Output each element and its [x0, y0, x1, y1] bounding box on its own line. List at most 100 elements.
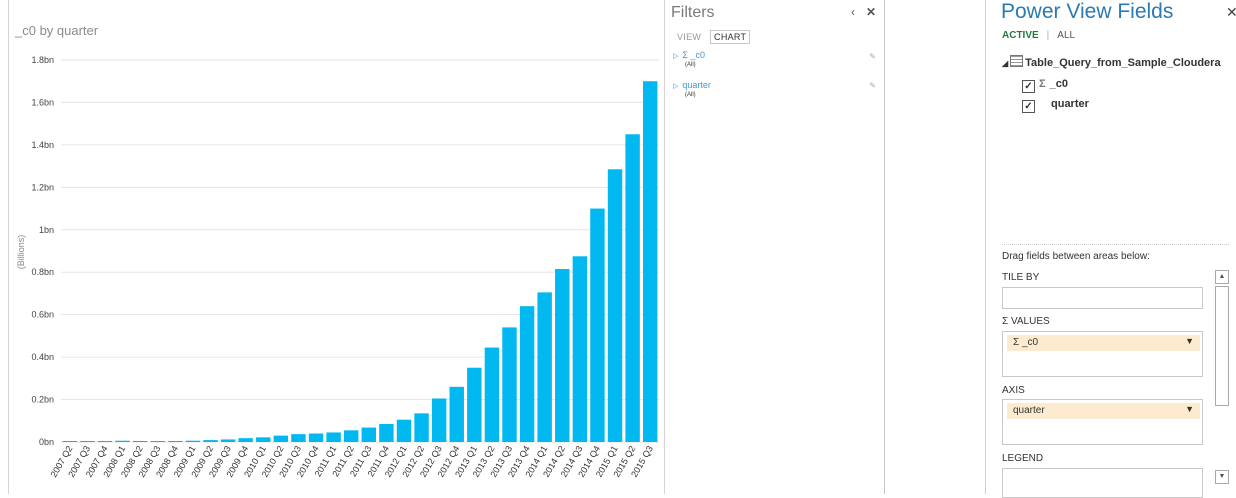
close-icon[interactable]: ✕	[1226, 4, 1236, 20]
bar[interactable]	[607, 169, 623, 443]
bar[interactable]	[396, 419, 412, 442]
bar[interactable]	[519, 306, 535, 442]
y-tick-label: 1bn	[39, 225, 54, 235]
clear-filter-icon[interactable]: ✎	[869, 52, 876, 61]
bar[interactable]	[625, 134, 640, 442]
y-tick-label: 0.6bn	[31, 310, 54, 320]
drag-hint: Drag fields between areas below:	[1002, 251, 1150, 262]
bar[interactable]	[590, 208, 605, 442]
tile-by-label: TILE BY	[1002, 272, 1040, 283]
tab-separator: |	[1046, 30, 1050, 41]
legend-dropzone[interactable]	[1002, 468, 1203, 498]
bar[interactable]	[361, 427, 377, 442]
scroll-thumb[interactable]	[1215, 286, 1229, 406]
values-field-pill[interactable]: Σ _c0 ▼	[1007, 335, 1200, 351]
chevron-left-icon[interactable]: ‹	[851, 5, 855, 19]
bar[interactable]	[256, 437, 271, 442]
values-dropzone[interactable]: Σ _c0 ▼	[1002, 331, 1203, 377]
bar[interactable]	[555, 269, 570, 442]
table-icon	[1010, 55, 1024, 67]
checkbox[interactable]: ✓	[1022, 80, 1035, 93]
bar[interactable]	[150, 441, 165, 442]
scroll-down-arrow-icon[interactable]: ▼	[1215, 470, 1229, 484]
fields-pane-title: Power View Fields	[1001, 0, 1174, 23]
tab-all[interactable]: ALL	[1057, 30, 1076, 41]
filters-title: Filters	[671, 4, 715, 21]
scroll-up-arrow-icon[interactable]: ▲	[1215, 270, 1229, 284]
sigma-icon: Σ	[1039, 78, 1046, 90]
field-row-quarter[interactable]: ✓ quarter	[1022, 98, 1089, 113]
y-tick-label: 0.2bn	[31, 395, 54, 405]
divider	[1002, 244, 1229, 245]
filter-value: (All)	[685, 62, 696, 68]
bar[interactable]	[220, 439, 236, 442]
dropdown-arrow-icon[interactable]: ▼	[1185, 404, 1194, 414]
axis-dropzone[interactable]: quarter ▼	[1002, 399, 1203, 445]
filter-item-quarter[interactable]: ▷ quarter (All)	[673, 80, 711, 98]
values-label: Σ VALUES	[1002, 316, 1050, 327]
bar[interactable]	[642, 81, 658, 442]
close-icon[interactable]: ✕	[866, 5, 877, 19]
chart-title: _c0 by quarter	[15, 23, 99, 38]
filter-item-c0[interactable]: ▷ Σ _c0 (All)	[673, 50, 705, 68]
y-tick-label: 1.4bn	[31, 140, 54, 150]
bar[interactable]	[484, 347, 500, 442]
bar[interactable]	[185, 440, 201, 442]
bar[interactable]	[502, 327, 517, 442]
bar[interactable]	[203, 440, 218, 442]
filters-tab-view[interactable]: VIEW	[677, 32, 702, 42]
bar[interactable]	[132, 441, 148, 442]
bar[interactable]	[308, 433, 324, 442]
expand-icon[interactable]: ▷	[673, 83, 679, 90]
bar[interactable]	[291, 434, 306, 442]
y-tick-label: 1.2bn	[31, 182, 54, 192]
bar[interactable]	[449, 386, 464, 442]
field-row-c0[interactable]: ✓ Σ _c0	[1022, 78, 1068, 93]
bar[interactable]	[62, 441, 78, 442]
filters-tabs: VIEW CHART	[674, 30, 751, 44]
bar[interactable]	[431, 398, 447, 442]
dropdown-arrow-icon[interactable]: ▼	[1185, 336, 1194, 346]
bar[interactable]	[414, 413, 429, 442]
bar[interactable]	[467, 367, 482, 442]
bar[interactable]	[572, 256, 588, 442]
power-view-fields-pane: Power View Fields ✕ ACTIVE | ALL ◢ Table_Qu…	[985, 0, 1236, 498]
bar[interactable]	[115, 440, 130, 442]
y-tick-label: 0.8bn	[31, 267, 54, 277]
bar[interactable]	[97, 441, 113, 442]
table-name: Table_Query_from_Sample_Cloudera	[1025, 57, 1221, 69]
legend-label: LEGEND	[1002, 453, 1044, 464]
filters-tab-chart[interactable]: CHART	[710, 30, 751, 44]
expand-icon[interactable]: ▷	[673, 53, 679, 60]
pill-label: quarter	[1013, 405, 1045, 416]
filter-value: (All)	[685, 92, 696, 98]
collapse-triangle-icon[interactable]: ◢	[1002, 59, 1009, 68]
scrollbar[interactable]: ▲ ▼	[1215, 270, 1229, 490]
y-tick-label: 1.6bn	[31, 97, 54, 107]
bar-chart[interactable]: 0bn 0.2bn 0.4bn 0.6bn 0.8bn 1bn 1.2bn 1.4bn 1.6b…	[9, 0, 666, 494]
fields-tabs: ACTIVE | ALL	[1002, 30, 1075, 41]
tab-active[interactable]: ACTIVE	[1002, 30, 1039, 41]
field-label: _c0	[1049, 78, 1068, 90]
bar[interactable]	[343, 430, 359, 442]
bar[interactable]	[168, 441, 183, 442]
y-tick-label: 0.4bn	[31, 352, 54, 362]
axis-label: AXIS	[1002, 385, 1025, 396]
axis-field-pill[interactable]: quarter ▼	[1007, 403, 1200, 419]
bar[interactable]	[238, 438, 253, 442]
y-tick-label: 1.8bn	[31, 55, 54, 65]
bar[interactable]	[537, 292, 552, 442]
bar[interactable]	[326, 432, 341, 442]
pill-label: Σ _c0	[1013, 337, 1039, 348]
report-canvas: _c0 by quarter 0bn 0.2bn 0.4bn 0.6bn 0.8bn 1b…	[8, 0, 885, 494]
bar[interactable]	[80, 441, 95, 442]
bar[interactable]	[273, 435, 289, 442]
bar[interactable]	[379, 423, 394, 442]
tile-by-dropzone[interactable]	[1002, 287, 1203, 309]
filters-pane: Filters ‹ ✕ VIEW CHART ▷ Σ _c0 (All) ✎ ▷ q…	[665, 0, 884, 494]
clear-filter-icon[interactable]: ✎	[869, 81, 876, 90]
checkbox[interactable]: ✓	[1022, 100, 1035, 113]
table-node[interactable]: ◢ Table_Query_from_Sample_Cloudera	[1002, 55, 1221, 69]
y-axis-label: (Billions)	[16, 235, 26, 270]
chart-visualization[interactable]: _c0 by quarter 0bn 0.2bn 0.4bn 0.6bn 0.8bn 1b…	[8, 0, 665, 494]
